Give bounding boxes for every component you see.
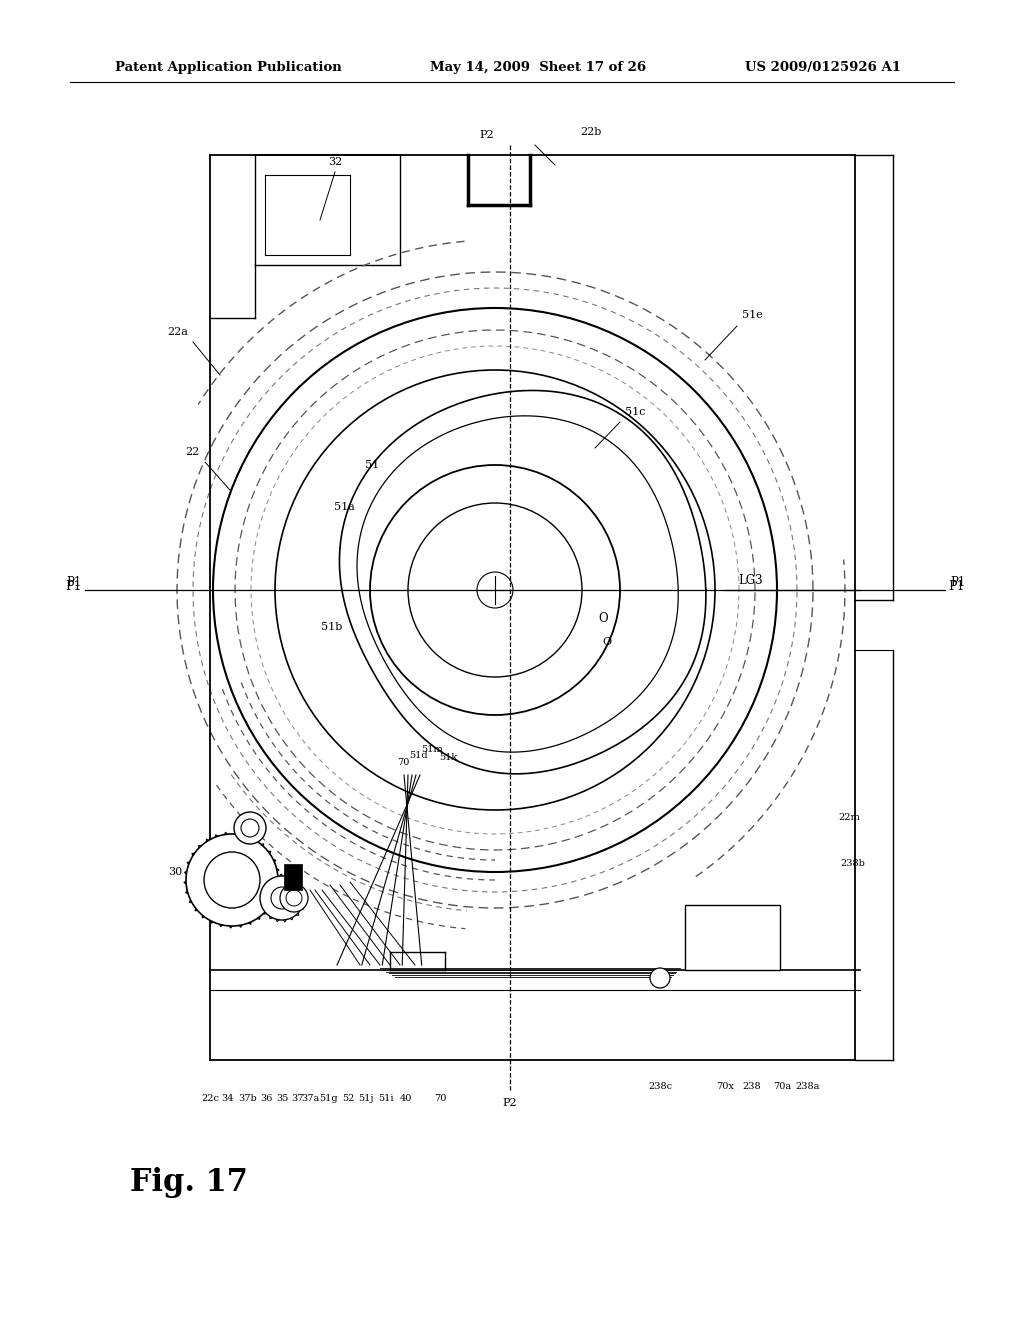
Text: 22b: 22b — [580, 127, 601, 137]
Bar — [685, 906, 780, 970]
Text: 51d: 51d — [409, 751, 427, 760]
Text: 22m: 22m — [838, 813, 860, 822]
Text: 51g: 51g — [318, 1094, 337, 1104]
Text: 238b: 238b — [840, 859, 865, 869]
Text: 238: 238 — [742, 1082, 761, 1092]
Circle shape — [280, 884, 308, 912]
Text: 22: 22 — [185, 447, 200, 457]
Text: 51k: 51k — [439, 752, 457, 762]
Text: 238c: 238c — [648, 1082, 672, 1092]
Text: P1: P1 — [66, 579, 82, 593]
Text: 51b: 51b — [321, 622, 342, 632]
Text: Fig. 17: Fig. 17 — [130, 1167, 248, 1197]
Text: 40: 40 — [399, 1094, 413, 1104]
Text: 51: 51 — [365, 459, 379, 470]
Text: 51c: 51c — [625, 407, 645, 417]
Text: 51j: 51j — [358, 1094, 374, 1104]
Text: 51e: 51e — [742, 310, 763, 319]
Text: 70a: 70a — [773, 1082, 792, 1092]
Text: 37b: 37b — [239, 1094, 257, 1104]
Text: 70: 70 — [434, 1094, 446, 1104]
Text: 52: 52 — [342, 1094, 354, 1104]
Text: 34: 34 — [222, 1094, 234, 1104]
Text: P2: P2 — [479, 129, 494, 140]
Text: 37: 37 — [292, 1094, 304, 1104]
Text: LG3: LG3 — [738, 573, 763, 586]
Bar — [284, 865, 302, 890]
Text: 238a: 238a — [796, 1082, 820, 1092]
Text: 36: 36 — [260, 1094, 272, 1104]
Text: 35: 35 — [275, 1094, 288, 1104]
Text: 30: 30 — [168, 867, 182, 876]
Text: 37a: 37a — [301, 1094, 319, 1104]
Text: P1: P1 — [948, 579, 965, 593]
Text: US 2009/0125926 A1: US 2009/0125926 A1 — [745, 62, 901, 74]
Text: 51a: 51a — [334, 502, 355, 512]
Text: P1: P1 — [67, 576, 82, 589]
Circle shape — [186, 834, 278, 927]
Text: 70x: 70x — [716, 1082, 734, 1092]
Text: 51m: 51m — [421, 744, 442, 754]
Text: May 14, 2009  Sheet 17 of 26: May 14, 2009 Sheet 17 of 26 — [430, 62, 646, 74]
Circle shape — [234, 812, 266, 843]
Text: O: O — [598, 611, 607, 624]
Text: Patent Application Publication: Patent Application Publication — [115, 62, 342, 74]
Text: O: O — [602, 638, 611, 647]
Circle shape — [260, 876, 304, 920]
Text: 22a: 22a — [167, 327, 188, 337]
Text: 70: 70 — [397, 758, 410, 767]
Circle shape — [650, 968, 670, 987]
Text: P1: P1 — [950, 576, 966, 589]
Text: 22c: 22c — [201, 1094, 219, 1104]
Text: 51i: 51i — [378, 1094, 394, 1104]
Text: P2: P2 — [503, 1098, 517, 1107]
Text: 32: 32 — [328, 157, 342, 168]
